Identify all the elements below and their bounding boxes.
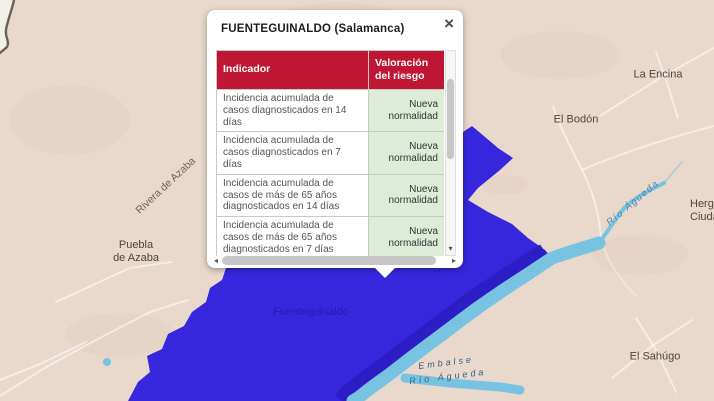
scroll-down-icon[interactable]: ▾ [448, 244, 453, 253]
risk-table-viewport[interactable]: Indicador Valoración del riesgo Incidenc… [216, 50, 444, 256]
table-row: Incidencia acumulada de casos de más de … [216, 216, 444, 256]
info-popup: FUENTEGUINALDO (Salamanca) × Indicador V… [207, 10, 463, 278]
vertical-scrollbar[interactable]: ▾ [445, 50, 456, 256]
indicator-cell: Incidencia acumulada de casos diagnostic… [216, 131, 369, 175]
table-header-row: Indicador Valoración del riesgo [216, 50, 444, 90]
header-valoracion: Valoración del riesgo [368, 50, 444, 90]
vertical-scrollbar-thumb[interactable] [447, 79, 454, 159]
water [346, 161, 683, 401]
risk-table: Indicador Valoración del riesgo Incidenc… [216, 50, 444, 256]
risk-cell: Nueva normalidad [368, 216, 444, 256]
table-row: Incidencia acumulada de casos diagnostic… [216, 131, 444, 175]
risk-cell: Nueva normalidad [368, 131, 444, 175]
scroll-right-icon[interactable]: ▸ [451, 256, 456, 265]
indicator-cell: Incidencia acumulada de casos de más de … [216, 173, 369, 218]
country-border [0, 0, 16, 55]
close-icon[interactable]: × [444, 14, 454, 33]
table-row: Incidencia acumulada de casos de más de … [216, 173, 444, 218]
scroll-left-icon[interactable]: ◂ [213, 256, 218, 265]
municipality-shading [335, 244, 550, 401]
risk-cell: Nueva normalidad [368, 88, 444, 133]
indicator-cell: Incidencia acumulada de casos de más de … [216, 216, 369, 256]
foreign-area [0, 0, 14, 53]
indicator-cell: Incidencia acumulada de casos diagnostic… [216, 88, 369, 133]
pond [103, 358, 111, 366]
popup-title: FUENTEGUINALDO (Salamanca) [221, 23, 405, 35]
table-row: Incidencia acumulada de casos diagnostic… [216, 88, 444, 133]
header-indicador: Indicador [216, 50, 369, 90]
roads [0, 47, 714, 397]
horizontal-scrollbar[interactable]: ◂ ▸ [211, 255, 459, 266]
risk-cell: Nueva normalidad [368, 173, 444, 218]
horizontal-scrollbar-thumb[interactable] [222, 256, 436, 265]
